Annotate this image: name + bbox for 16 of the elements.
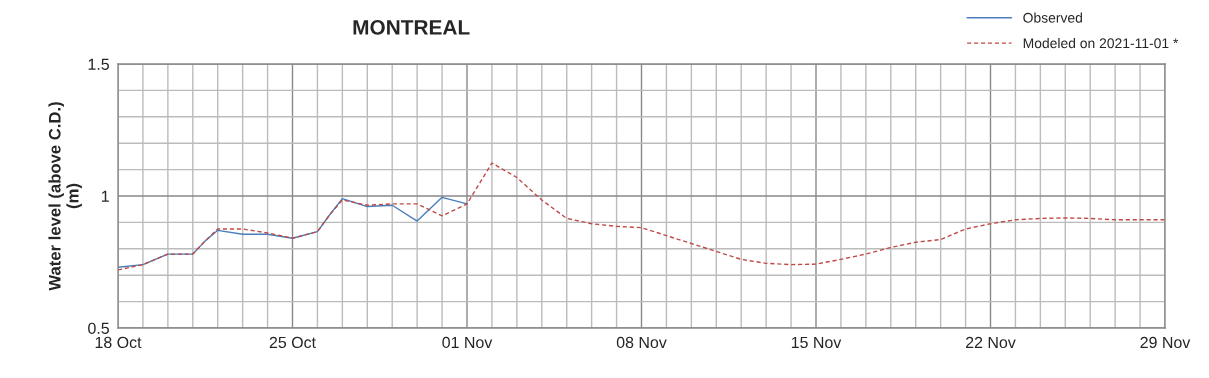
legend-label: Modeled on 2021-11-01 * [1023,37,1179,49]
legend-label: Observed [1023,12,1082,23]
x-tick-label: 01 Nov [442,336,493,349]
y-axis-title: Water level (above C.D.) (m) [48,102,82,291]
x-tick-label: 08 Nov [616,336,667,349]
x-tick-label: 22 Nov [966,336,1016,349]
line-series [118,196,468,268]
x-tick-label: 29 Nov [1140,336,1191,349]
x-tick-label: 25 Oct [269,336,316,349]
y-tick-label: 0.5 [88,322,109,334]
x-tick-label: 15 Nov [791,336,842,349]
x-tick-label: 18 Oct [95,336,142,349]
y-tick-label: 1 [102,190,109,202]
line-series [118,162,1165,271]
y-tick-label: 1.5 [88,58,109,70]
chart-title: MONTREAL [353,20,470,35]
